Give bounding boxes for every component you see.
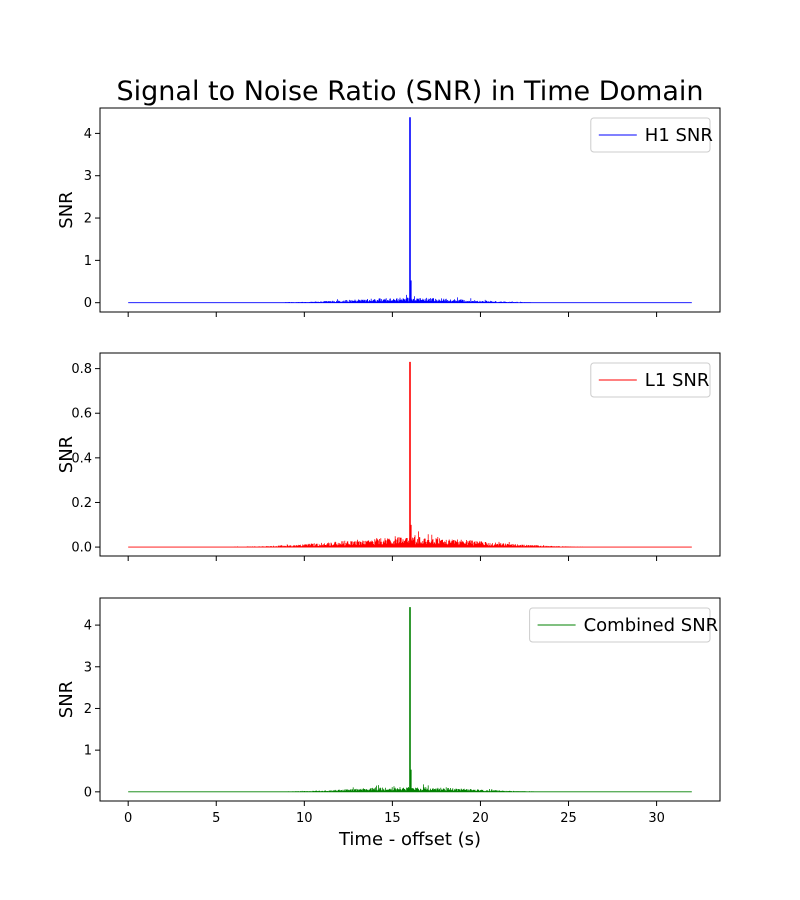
y-tick-label: 1	[84, 254, 92, 269]
y-tick-label: 3	[84, 169, 92, 184]
y-axis-label: SNR	[56, 681, 77, 718]
y-tick-label: 0.4	[71, 451, 92, 466]
subplot-3: 0 5 10 15 20 25 30 0 1 2 3 4 SNR Combined SNR	[56, 597, 721, 826]
series-line	[128, 361, 692, 548]
series-line	[128, 607, 692, 793]
y-tick-label: 0.8	[71, 362, 92, 377]
legend-label: Combined SNR	[584, 615, 719, 636]
x-tick-label: 30	[648, 811, 665, 826]
y-axis-label: SNR	[56, 191, 77, 228]
chart-title: Signal to Noise Ratio (SNR) in Time Doma…	[117, 76, 704, 107]
y-tick-label: 3	[84, 660, 92, 675]
y-axis-label: SNR	[56, 436, 77, 473]
y-tick-label: 2	[84, 702, 92, 717]
x-tick-label: 25	[560, 811, 577, 826]
y-tick-label: 0	[84, 785, 92, 800]
y-tick-label: 0.6	[71, 407, 92, 422]
series-line	[128, 117, 692, 304]
y-tick-label: 4	[84, 127, 92, 142]
legend: Combined SNR	[529, 607, 719, 643]
subplot-1: 0 1 2 3 4 SNR H1 SNR	[56, 107, 721, 317]
plot-frame	[99, 352, 721, 557]
y-tick-label: 0.2	[71, 496, 92, 511]
y-tick-label: 0.0	[71, 541, 92, 556]
legend-label: H1 SNR	[645, 125, 713, 146]
x-tick-label: 0	[124, 811, 132, 826]
subplot-2: 0.0 0.2 0.4 0.6 0.8 SNR L1 SNR	[56, 352, 721, 561]
x-tick-label: 20	[472, 811, 489, 826]
y-tick-label: 1	[84, 744, 92, 759]
legend: L1 SNR	[590, 362, 711, 398]
x-axis-label: Time - offset (s)	[338, 829, 481, 850]
plot-frame	[99, 597, 721, 802]
y-tick-label: 4	[84, 619, 92, 634]
x-tick-label: 15	[384, 811, 401, 826]
legend-label: L1 SNR	[645, 370, 710, 391]
x-tick-label: 5	[212, 811, 220, 826]
y-tick-label: 0	[84, 296, 92, 311]
plot-frame	[99, 107, 721, 313]
y-tick-label: 2	[84, 212, 92, 227]
legend: H1 SNR	[590, 117, 713, 153]
x-tick-label: 10	[296, 811, 313, 826]
